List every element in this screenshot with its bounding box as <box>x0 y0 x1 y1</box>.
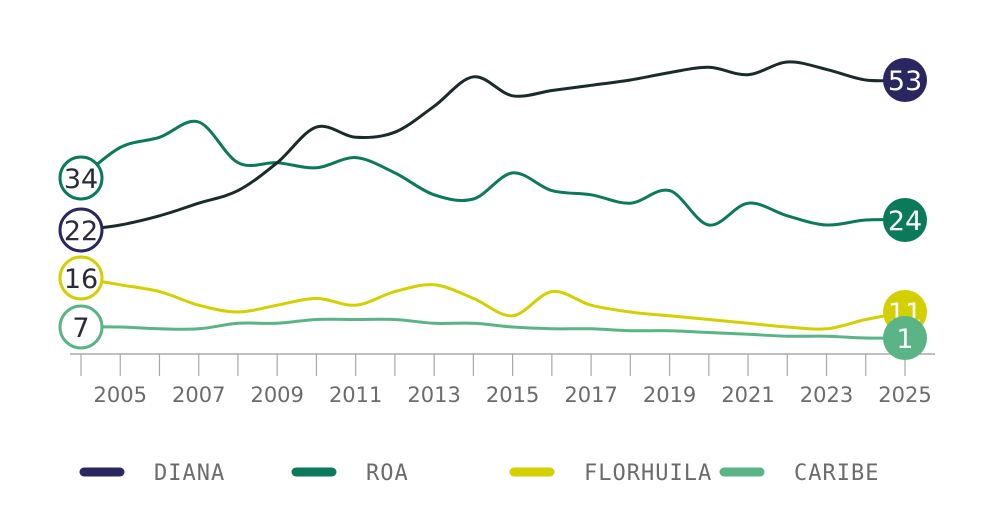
end-marker-diana <box>883 58 927 102</box>
start-value-caribe: 7 <box>72 313 89 344</box>
series-line-roa <box>79 119 907 227</box>
x-tick-label: 2023 <box>800 383 853 407</box>
start-marker-roa <box>58 155 104 201</box>
start-marker-caribe <box>58 304 104 350</box>
x-tick-label: 2017 <box>564 383 617 407</box>
end-marker-caribe <box>883 316 927 360</box>
legend-label-roa: ROA <box>366 461 409 486</box>
x-tick-label: 2021 <box>721 383 774 407</box>
start-value-diana: 22 <box>64 216 98 247</box>
series-lines <box>79 60 907 340</box>
legend-label-florhuila: FLORHUILA <box>584 461 712 486</box>
start-marker-florhuila <box>58 255 104 301</box>
x-tick-label: 2015 <box>486 383 539 407</box>
series-line-caribe <box>79 317 907 340</box>
x-tick-label: 2019 <box>643 383 696 407</box>
series-line-diana <box>79 60 907 232</box>
x-tick-label: 2009 <box>250 383 303 407</box>
x-tick-label: 2011 <box>329 383 382 407</box>
end-marker-roa <box>883 198 927 242</box>
series-line-florhuila <box>79 276 907 331</box>
legend-label-caribe: CARIBE <box>794 461 879 486</box>
end-value-diana: 53 <box>888 66 922 97</box>
x-tick-label: 2025 <box>878 383 931 407</box>
start-marker-diana <box>58 207 104 253</box>
end-value-roa: 24 <box>888 206 922 237</box>
x-axis-ticks: 2005 2007 2009 2011 2013 2015 2017 2019 2021 2023… <box>80 354 932 407</box>
x-tick-label: 2007 <box>172 383 225 407</box>
legend-label-diana: DIANA <box>154 461 225 486</box>
end-value-caribe: 1 <box>896 324 913 355</box>
legend: DIANA ROA FLORHUILA CARIBE <box>79 461 879 486</box>
start-value-roa: 34 <box>64 164 98 195</box>
x-tick-label: 2013 <box>407 383 460 407</box>
x-tick-label: 2005 <box>94 383 147 407</box>
start-value-florhuila: 16 <box>64 264 98 295</box>
